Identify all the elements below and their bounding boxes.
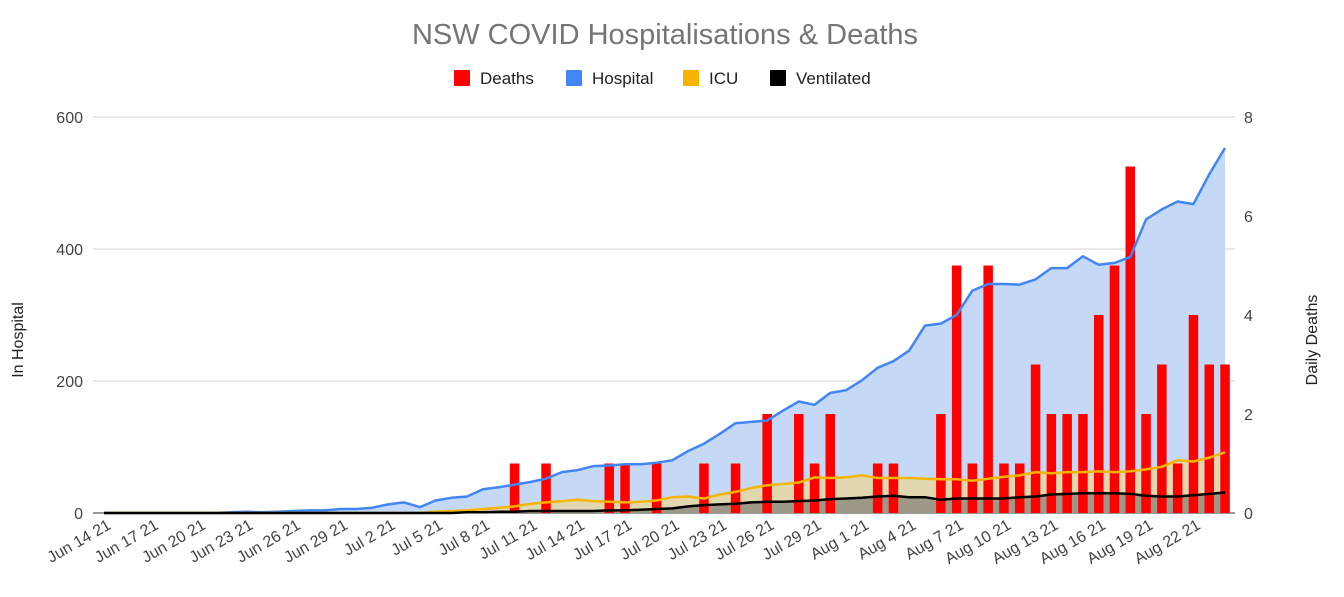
death-bar xyxy=(1172,463,1183,513)
death-bar xyxy=(872,463,883,513)
death-bar xyxy=(1030,364,1041,513)
death-bar xyxy=(999,463,1009,513)
right-axis-tick-label: 6 xyxy=(1244,209,1253,226)
deaths-legend-swatch xyxy=(454,70,470,86)
death-bar xyxy=(1046,414,1057,513)
left-axis-tick-label: 400 xyxy=(56,242,83,259)
death-bar xyxy=(1109,265,1120,513)
ventilated-line xyxy=(104,491,1226,515)
death-bar xyxy=(1015,463,1025,513)
right-axis-tick-label: 8 xyxy=(1244,110,1253,127)
chart-title: NSW COVID Hospitalisations & Deaths xyxy=(412,19,918,51)
death-bar xyxy=(1078,414,1088,513)
left-axis-tick-label: 600 xyxy=(56,110,83,127)
left-axis-tick-label: 200 xyxy=(56,374,83,391)
death-bar xyxy=(888,463,899,513)
death-bar xyxy=(1141,414,1151,513)
death-bar xyxy=(809,463,820,513)
hospital-legend-swatch xyxy=(566,70,582,86)
series-lines xyxy=(104,147,1227,515)
deaths-legend-label: Deaths xyxy=(480,69,534,88)
hospital-legend-label: Hospital xyxy=(592,69,653,88)
death-bar xyxy=(1157,364,1167,513)
death-bar xyxy=(651,463,662,513)
hospital-line xyxy=(104,147,1227,515)
death-bar xyxy=(1094,315,1104,513)
hospital-area xyxy=(104,148,1225,513)
area-series xyxy=(104,148,1225,513)
death-bar xyxy=(983,265,993,513)
death-bar xyxy=(604,463,614,513)
death-bars xyxy=(509,166,1230,513)
death-bar xyxy=(1062,414,1072,513)
death-bar xyxy=(794,414,804,513)
right-axis-tick-label: 2 xyxy=(1244,407,1253,424)
death-bar xyxy=(967,463,978,513)
death-bar xyxy=(825,414,835,513)
icu-legend-swatch xyxy=(683,70,699,86)
left-axis-ticks: 0 200 400 600 xyxy=(56,110,83,523)
legend: Deaths Hospital ICU Ventilated xyxy=(454,69,871,88)
ventilated-legend-label: Ventilated xyxy=(796,69,871,88)
death-bar xyxy=(509,463,520,513)
right-axis-tick-label: 4 xyxy=(1244,308,1253,325)
left-axis-tick-label: 0 xyxy=(74,506,83,523)
death-bar xyxy=(1220,364,1230,513)
icu-legend-label: ICU xyxy=(709,69,738,88)
death-bar xyxy=(762,414,772,513)
x-axis-tick-label: Jul 2 21 xyxy=(341,517,398,560)
death-bar xyxy=(936,414,946,513)
death-bar xyxy=(730,463,741,513)
right-axis-ticks: 0 2 4 6 8 xyxy=(1244,110,1253,523)
x-axis-tick-label: Jul 5 21 xyxy=(389,517,446,560)
y-right-axis-title: Daily Deaths xyxy=(1304,295,1321,386)
right-axis-tick-label: 0 xyxy=(1244,506,1253,523)
death-bar xyxy=(1204,364,1214,513)
y-left-axis-title: In Hospital xyxy=(10,302,27,378)
ventilated-legend-swatch xyxy=(770,70,786,86)
death-bar xyxy=(1125,166,1135,513)
death-bar xyxy=(541,463,551,513)
death-bar xyxy=(620,463,630,513)
death-bar xyxy=(699,463,709,513)
death-bar xyxy=(951,265,962,513)
death-bar xyxy=(1188,315,1199,513)
